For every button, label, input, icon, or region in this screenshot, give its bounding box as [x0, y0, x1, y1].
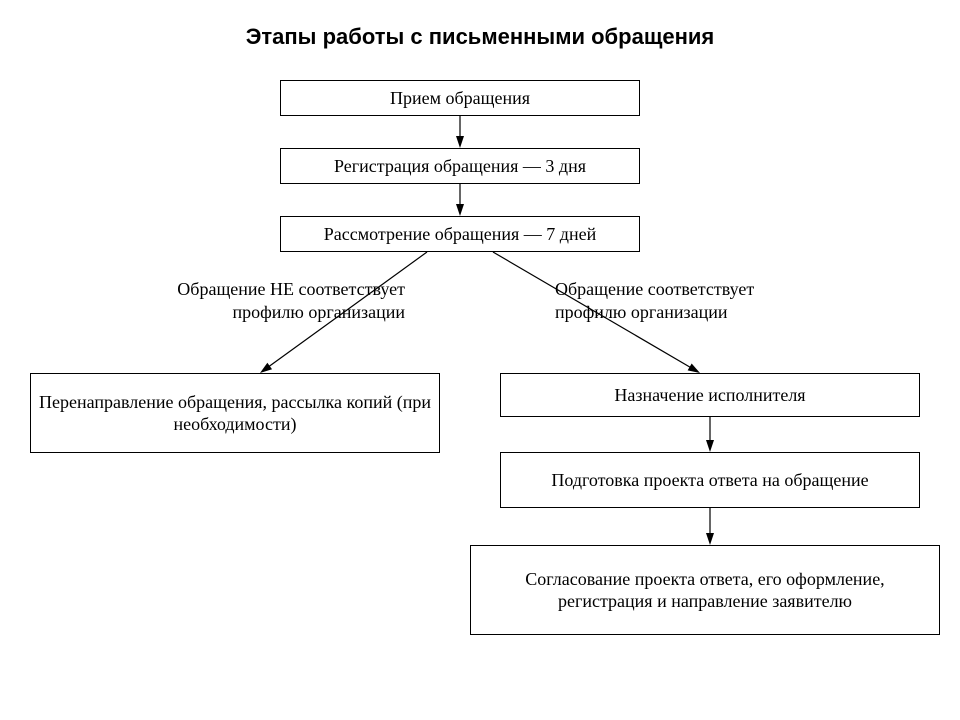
flow-node-n7: Согласование проекта ответа, его оформле… [470, 545, 940, 635]
arrowhead-5 [706, 533, 714, 545]
flow-node-n2: Регистрация обращения — 3 дня [280, 148, 640, 184]
diagram-title: Этапы работы с письменными обращения [0, 24, 960, 50]
arrowhead-2 [260, 363, 272, 373]
flow-node-n6: Подготовка проекта ответа на обращение [500, 452, 920, 508]
flow-node-n1: Прием обращения [280, 80, 640, 116]
diagram-canvas: Этапы работы с письменными обращения При… [0, 0, 960, 720]
arrowhead-3 [688, 363, 700, 373]
flow-node-n5: Назначение исполнителя [500, 373, 920, 417]
flow-node-n3: Рассмотрение обращения — 7 дней [280, 216, 640, 252]
arrowhead-4 [706, 440, 714, 452]
flow-node-n4: Перенаправление обращения, рассылка копи… [30, 373, 440, 453]
flow-label-l2: Обращение соответствует профилю организа… [555, 278, 815, 325]
flow-label-l1: Обращение НЕ соответствует профилю орган… [145, 278, 405, 325]
arrowhead-1 [456, 204, 464, 216]
arrowhead-0 [456, 136, 464, 148]
